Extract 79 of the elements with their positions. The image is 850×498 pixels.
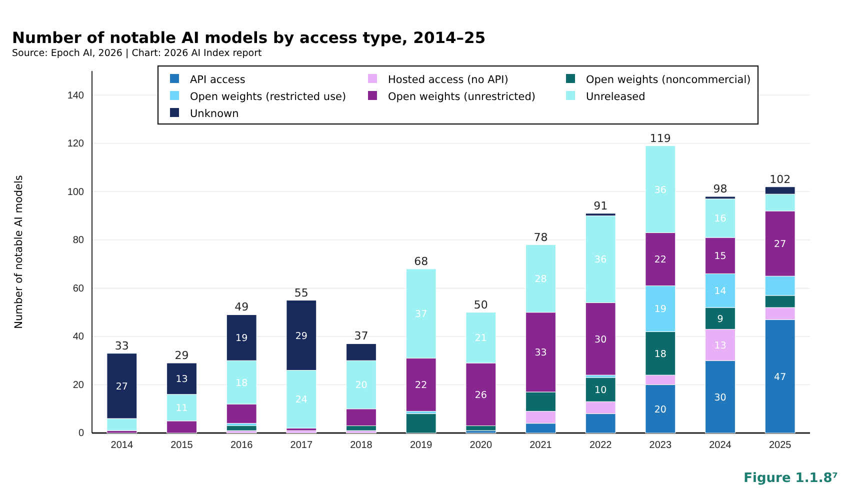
- legend-label: Open weights (unrestricted): [388, 91, 536, 103]
- total-label: 102: [770, 172, 791, 186]
- data-label: 37: [415, 309, 428, 320]
- data-label: 47: [774, 372, 786, 383]
- x-tick-label: 2014: [110, 440, 134, 452]
- x-tick-label: 2016: [230, 440, 254, 452]
- data-label: 30: [714, 392, 726, 404]
- y-tick-label: 60: [72, 283, 84, 294]
- y-tick-label: 40: [72, 332, 84, 343]
- data-label: 29: [295, 330, 308, 342]
- data-label: 16: [714, 214, 726, 225]
- data-label: 36: [594, 254, 607, 266]
- caption: Figure 1.1.8⁷: [744, 471, 838, 486]
- y-tick-label: 140: [67, 90, 84, 102]
- x-tick-label: 2015: [170, 440, 194, 452]
- legend-label: API access: [190, 74, 246, 86]
- bar: [286, 430, 317, 434]
- total-label: 29: [174, 349, 189, 362]
- legend-label: Hosted access (no API): [388, 74, 508, 86]
- data-label: 14: [714, 286, 726, 298]
- data-label: 33: [534, 348, 547, 359]
- x-tick-label: 2018: [350, 440, 373, 452]
- total-label: 119: [650, 132, 671, 145]
- chart-title: Number of notable AI models by access type, 2014–25: [12, 29, 486, 47]
- data-label: 24: [295, 394, 308, 406]
- data-label: 22: [654, 254, 666, 266]
- y-tick-label: 0: [78, 428, 84, 440]
- total-label: 98: [713, 182, 728, 196]
- total-label: 49: [234, 300, 249, 314]
- data-label: 36: [654, 184, 666, 196]
- x-tick-label: 2020: [470, 440, 492, 452]
- total-label: 37: [354, 330, 368, 343]
- y-tick-label: 100: [67, 186, 84, 198]
- chart-subtitle: Source: Epoch AI, 2026 | Chart: 2026 AI Index report: [12, 48, 262, 59]
- total-label: 91: [594, 199, 608, 212]
- total-label: 33: [114, 339, 129, 352]
- x-tick-label: 2019: [410, 440, 433, 452]
- data-label: 20: [355, 380, 368, 392]
- data-label: 28: [534, 274, 547, 286]
- bar: [406, 413, 436, 434]
- data-label: 30: [594, 334, 607, 346]
- data-label: 18: [654, 348, 666, 360]
- data-label: 10: [594, 385, 607, 396]
- bar: [466, 430, 496, 434]
- total-label: 50: [474, 298, 488, 312]
- data-label: 22: [415, 380, 428, 392]
- data-label: 13: [176, 374, 188, 386]
- x-tick-label: 2023: [649, 440, 672, 452]
- y-tick-label: 20: [72, 380, 84, 391]
- y-tick-label: 80: [72, 235, 84, 246]
- bar: [226, 430, 257, 434]
- legend-label: Open weights (restricted use): [190, 91, 346, 103]
- data-label: 9: [717, 314, 724, 325]
- bar: [346, 430, 376, 434]
- data-label: 21: [474, 333, 487, 344]
- total-label: 68: [414, 254, 428, 268]
- legend-label: Open weights (noncommercial): [586, 74, 751, 86]
- data-label: 18: [236, 378, 248, 389]
- x-tick-label: 2021: [530, 440, 552, 452]
- legend-label: Unknown: [190, 108, 239, 120]
- data-label: 19: [654, 304, 666, 316]
- data-label: 26: [474, 390, 487, 401]
- data-label: 13: [714, 340, 726, 352]
- data-label: 27: [774, 239, 786, 250]
- data-label: 19: [236, 333, 248, 344]
- x-tick-label: 2024: [709, 440, 732, 452]
- data-label: 20: [654, 404, 666, 416]
- data-label: 15: [714, 251, 726, 262]
- x-tick-label: 2025: [768, 440, 792, 452]
- data-label: 11: [176, 403, 188, 414]
- total-label: 78: [534, 230, 548, 244]
- x-tick-label: 2017: [290, 440, 313, 452]
- bar: [226, 426, 257, 431]
- legend-label: Unreleased: [586, 91, 646, 103]
- data-label: 27: [116, 381, 128, 392]
- x-tick-label: 2022: [589, 440, 612, 452]
- y-axis-title: Number of notable AI models: [13, 175, 25, 329]
- total-label: 55: [294, 286, 308, 300]
- y-tick-label: 120: [67, 138, 84, 150]
